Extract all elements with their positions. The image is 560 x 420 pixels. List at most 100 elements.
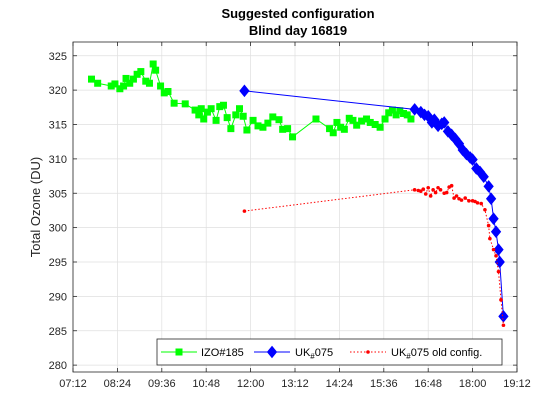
data-point: [137, 68, 145, 76]
data-point: [436, 185, 440, 190]
data-point: [269, 113, 277, 121]
data-point: [479, 201, 484, 206]
y-tick-label: 305: [49, 188, 67, 200]
data-point: [501, 323, 506, 328]
data-point: [407, 115, 415, 123]
data-point: [376, 123, 384, 131]
series-1: [88, 60, 415, 141]
legend-label: IZO#185: [201, 347, 244, 359]
legend-marker: [175, 348, 183, 356]
series-group: [88, 60, 509, 328]
data-point: [452, 196, 456, 200]
data-point: [491, 247, 496, 252]
x-tick-label: 13:12: [281, 378, 309, 390]
x-tick-label: 14:24: [326, 378, 354, 390]
data-point: [333, 118, 341, 126]
data-point: [259, 123, 267, 131]
data-point: [499, 298, 503, 302]
series-3: [242, 183, 506, 328]
x-tick-label: 10:48: [192, 378, 220, 390]
data-point: [454, 194, 459, 198]
data-point: [122, 74, 130, 82]
chart-title: Suggested configuration: [221, 6, 374, 21]
data-point: [490, 225, 502, 239]
x-axis: 07:12 08:24 09:36 10:48 12:00 13:12 14:24 15:36…: [59, 42, 531, 390]
data-point: [494, 254, 498, 258]
series-line: [244, 184, 504, 326]
data-point: [486, 223, 491, 228]
y-axis-label: Total Ozone (DU): [28, 157, 43, 257]
data-point: [392, 111, 400, 119]
y-tick-label: 310: [49, 154, 67, 166]
data-point: [326, 125, 334, 133]
data-point: [170, 99, 178, 107]
data-point: [381, 115, 389, 123]
data-point: [419, 189, 423, 193]
data-point: [236, 105, 243, 113]
data-point: [412, 188, 417, 192]
legend-label: UK#075: [295, 347, 333, 361]
y-axis: 280 285 290 295 300 305 310 315 320 325: [49, 51, 517, 372]
data-point: [439, 116, 450, 129]
legend-box: [156, 338, 503, 366]
data-point: [426, 185, 431, 190]
x-tick-label: 15:36: [370, 378, 398, 390]
data-point: [312, 115, 320, 123]
data-point: [488, 236, 492, 241]
data-point: [483, 207, 487, 212]
data-point: [496, 269, 501, 274]
chart-subtitle: Blind day 16819: [249, 23, 347, 38]
y-tick-label: 315: [49, 120, 67, 132]
data-point: [181, 100, 189, 108]
data-point: [438, 188, 443, 192]
data-point: [289, 133, 297, 141]
y-tick-label: 320: [49, 85, 67, 97]
data-point: [475, 201, 480, 205]
y-tick-label: 295: [49, 257, 67, 269]
x-tick-label: 16:48: [414, 378, 442, 390]
legend-marker: [266, 345, 278, 359]
data-point: [483, 180, 494, 193]
data-point: [149, 60, 157, 68]
data-point: [145, 79, 153, 87]
data-point: [467, 153, 478, 166]
y-tick-label: 285: [49, 326, 67, 338]
data-point: [444, 190, 449, 195]
data-point: [249, 116, 257, 124]
data-point: [120, 82, 128, 90]
legend: IZO#185 UK#075 UK#075 old config.: [156, 338, 503, 366]
data-point: [223, 114, 231, 122]
data-point: [94, 79, 102, 87]
data-point: [164, 88, 172, 95]
data-point: [329, 129, 337, 137]
data-point: [239, 84, 250, 98]
legend-marker: [366, 350, 370, 354]
data-point: [449, 183, 454, 188]
series-2: [239, 84, 509, 323]
data-point: [242, 209, 247, 213]
data-point: [157, 82, 165, 90]
data-point: [423, 192, 428, 196]
x-tick-label: 18:00: [459, 378, 487, 390]
data-point: [349, 116, 357, 124]
data-point: [275, 116, 283, 124]
x-tick-label: 07:12: [59, 378, 87, 390]
data-point: [227, 125, 235, 133]
data-point: [433, 190, 438, 195]
x-tick-label: 08:24: [104, 378, 132, 390]
data-point: [284, 125, 292, 133]
data-point: [403, 111, 411, 119]
y-tick-label: 300: [49, 223, 67, 235]
legend-label: UK#075 old config.: [391, 347, 482, 361]
x-tick-label: 09:36: [148, 378, 176, 390]
data-point: [353, 121, 361, 129]
data-point: [152, 66, 160, 74]
data-point: [467, 199, 471, 203]
data-point: [197, 105, 205, 113]
data-point: [421, 187, 426, 191]
data-point: [111, 80, 119, 88]
y-tick-label: 290: [49, 291, 67, 303]
data-point: [488, 212, 499, 225]
data-point: [264, 119, 272, 127]
